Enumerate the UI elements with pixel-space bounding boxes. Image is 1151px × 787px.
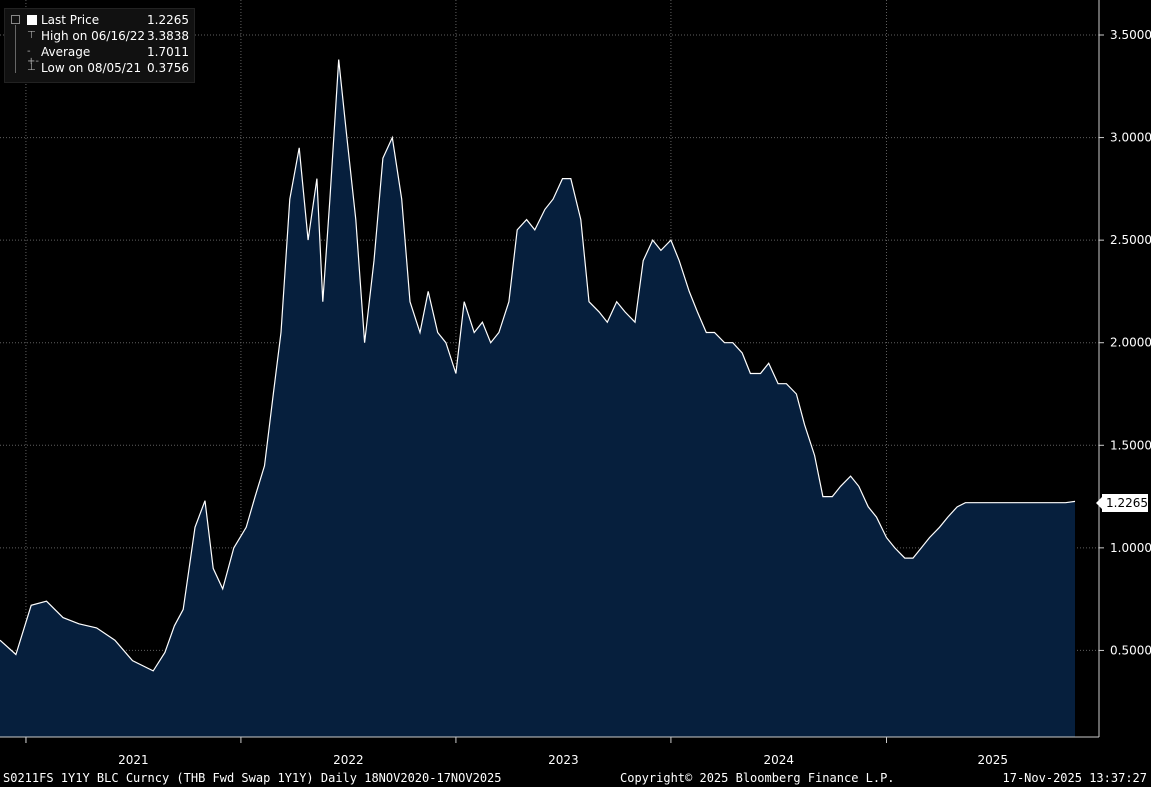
legend-high-value: 3.3838 [147,29,189,43]
series-area [0,59,1075,738]
legend-row-high: ⊤ High on 06/16/22 3.3838 [5,28,194,44]
y-tick-label: 1.0000 [1110,541,1151,555]
footer-copyright: Copyright© 2025 Bloomberg Finance L.P. [620,771,895,785]
legend-average-label: Average [41,45,91,59]
y-tick-label: 2.0000 [1110,336,1151,350]
low-marker-icon: ⊥ [27,62,36,73]
legend-high-label: High on 06/16/22 [41,29,146,43]
x-axis: 2021 2022 2023 2024 2025 [0,736,1099,767]
legend-last-label: Last Price [41,13,100,27]
footer-ticker: S0211FS 1Y1Y BLC Curncy (THB Fwd Swap 1Y… [3,771,502,785]
x-tick-label: 2023 [548,753,579,767]
y-tick-label: 3.0000 [1110,131,1151,145]
y-tick-label: 1.5000 [1110,438,1151,452]
legend-row-last: Last Price 1.2265 [5,12,194,28]
x-tick-label: 2024 [763,753,794,767]
legend-panel: Last Price 1.2265 ⊤ High on 06/16/22 3.3… [4,8,195,83]
x-tick-label: 2021 [118,753,149,767]
legend-collapse-icon[interactable] [11,15,20,24]
legend-low-value: 0.3756 [147,61,189,75]
legend-low-label: Low on 08/05/21 [41,61,142,75]
legend-last-value: 1.2265 [147,13,189,27]
y-tick-label: 3.5000 [1110,28,1151,42]
y-tick-label: 2.5000 [1110,233,1151,247]
legend-row-low: ⊥ Low on 08/05/21 0.3756 [5,60,194,76]
x-tick-label: 2025 [977,753,1008,767]
x-tick-label: 2022 [333,753,364,767]
y-tick-label: 0.5000 [1110,643,1151,657]
y-axis: 0.5000 1.0000 1.5000 2.0000 2.5000 3.0000 3.50… [1098,0,1151,737]
legend-tree-line [15,25,16,73]
high-marker-icon: ⊤ [27,30,36,41]
last-price-tag: 1.2265 [1096,494,1148,512]
legend-average-value: 1.7011 [147,45,189,59]
average-marker-icon: -+- [27,46,39,67]
last-price-swatch-icon [27,15,37,25]
legend-row-average: -+- Average 1.7011 [5,44,194,67]
footer-timestamp: 17-Nov-2025 13:37:27 [1002,771,1148,785]
series-line [0,59,1076,672]
